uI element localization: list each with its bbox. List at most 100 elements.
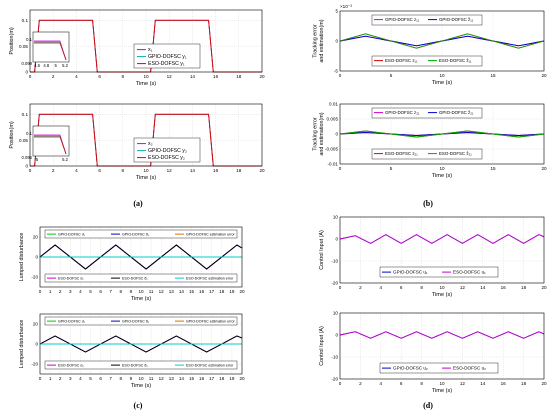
x-tick-label: 2 (359, 285, 362, 290)
chart-c2: 0 1 2 3 4 5 6 7 8 9 10 11 12 13 14 15 16 17 18 19 20-20020Ti… (19, 313, 245, 389)
chart-a2: 0 2 4 6 8 10 12 14 16 18 20 0 0.05 0.1 Time (s) Positio… (9, 103, 265, 181)
plot-frame (339, 216, 545, 284)
chart-c1: 0 1 2 3 4 5 6 7 8 9 10 11 12 13 14 15 16 17 18 19 20-20020Ti… (19, 226, 245, 302)
panel-label-a: (a) (133, 199, 143, 208)
x-tick-label: 6 (400, 285, 403, 290)
x-tick-label: 13 (169, 289, 175, 294)
y-axis-label: Lumped disturbance (19, 233, 25, 282)
x-tick-label: 14 (190, 74, 196, 79)
x-tick-label: 2 (359, 381, 362, 386)
x-tick-label: 18 (219, 289, 225, 294)
x-tick-label: 0 (339, 166, 342, 171)
y-axis-label: Position(m) (9, 121, 15, 148)
x-tick-label: 6 (98, 74, 101, 79)
x-tick-label: 10 (439, 285, 445, 290)
chart-d2: 0 2 4 6 8 10 12 14 16 18 20 -20 -10 0 10 Time (s) Contro… (319, 311, 547, 394)
legend-label: ESO-DOFSC u₂ (453, 366, 486, 371)
x-axis-label: Time (s) (432, 80, 452, 86)
series-line (39, 244, 243, 270)
plot-frame (39, 226, 243, 288)
x-tick-label: 12 (460, 381, 466, 386)
panel-label-b: (b) (423, 199, 433, 208)
legend-label: ESO-DOFSC ẑ₁₁ (439, 58, 472, 63)
x-tick-label: 18 (236, 168, 242, 173)
x-tick-label: 18 (236, 74, 242, 79)
legend-label: ESO-DOFSC d̂₂ (122, 364, 148, 368)
x-tick-label: 10 (439, 381, 445, 386)
x-tick-label: 15 (189, 289, 195, 294)
x-tick-label: 6 (400, 381, 403, 386)
legend-label: GPIO-DOFSC y₁ (148, 54, 187, 60)
y-tick-label: 0 (25, 164, 28, 169)
legend-label: ESO-DOFSC d̂₁ (122, 277, 148, 281)
y-tick-label: -0.01 (328, 162, 339, 167)
y-tick-label: -20 (31, 362, 38, 367)
x-tick-label: 4 (380, 285, 383, 290)
y-tick-label: 0.005 (327, 117, 339, 122)
x-tick-label: 18 (521, 285, 527, 290)
y-tick-label: 0 (335, 237, 338, 242)
x-tick-label: 19 (229, 289, 235, 294)
x-axis-label: Time (s) (432, 388, 452, 394)
legend-label: ESO-DOFSC z₁₁ (385, 58, 418, 63)
legend-label: GPIO-DOFSC d₁ (58, 233, 86, 237)
legend-box (44, 273, 238, 283)
x-tick-label: 2 (59, 376, 62, 381)
x-tick-label: 10 (439, 166, 445, 171)
x-tick-label: 14 (480, 381, 486, 386)
inset-x-tick-label: 5 (54, 63, 57, 68)
x-tick-label: 18 (521, 381, 527, 386)
y-tick-label: 0 (35, 342, 38, 347)
y-tick-label: -20 (331, 281, 338, 286)
legend-label: ESO-DOFSC u₁ (453, 270, 486, 275)
legend-label: ESO-DOFSC estimation error (186, 364, 234, 368)
legend-label: GPIO-DOFSC z₂₁ (385, 110, 420, 115)
y-tick-label: 5 (335, 9, 338, 14)
y-axis-label: Control Input (A) (319, 230, 325, 270)
inset-x-tick-label: 4.8 (43, 63, 49, 68)
legend-label: ESO-DOFSC y₁ (148, 61, 185, 67)
y-tick-label: 0 (35, 255, 38, 260)
y-tick-label: 0 (25, 70, 28, 75)
x-tick-label: 18 (219, 376, 225, 381)
x-tick-label: 14 (480, 285, 486, 290)
panel-label-c: (c) (134, 401, 143, 410)
legend-label: GPIO-DOFSC d₂ (58, 320, 86, 324)
x-tick-label: 7 (109, 289, 112, 294)
inset-series-line (34, 136, 67, 155)
x-tick-label: 4 (380, 381, 383, 386)
x-axis-label: Time (s) (131, 383, 151, 389)
legend-label: ESO-DOFSC z₂₁ (385, 151, 418, 156)
series-line (339, 331, 545, 339)
y-axis-label: and estimation(m) (319, 112, 325, 155)
x-tick-label: 16 (501, 285, 507, 290)
x-tick-label: 14 (190, 168, 196, 173)
x-tick-label: 2 (59, 289, 62, 294)
x-tick-label: 10 (138, 289, 144, 294)
x-tick-label: 5 (89, 376, 92, 381)
legend-label: ESO-DOFSC y₂ (148, 155, 185, 161)
x-tick-label: 2 (52, 74, 55, 79)
x-axis-label: Time (s) (136, 81, 156, 87)
x-tick-label: 0 (339, 73, 342, 78)
x-tick-label: 20 (541, 381, 547, 386)
y-tick-label: 0.05 (19, 138, 28, 143)
x-tick-label: 3 (69, 376, 72, 381)
x-tick-label: 4 (79, 289, 82, 294)
legend-box (371, 14, 483, 26)
inset-x-tick-label: 4.6 (34, 63, 40, 68)
inset-series-line (34, 42, 67, 61)
x-tick-label: 17 (209, 376, 215, 381)
x-tick-label: 0 (29, 168, 32, 173)
x-tick-label: 3 (69, 289, 72, 294)
legend-label: GPIO-DOFSC estimation error (186, 320, 236, 324)
inset-x-tick-label: 5.2 (62, 63, 68, 68)
x-tick-label: 10 (439, 73, 445, 78)
x-tick-label: 15 (490, 166, 496, 171)
inset-y-tick-label: 0.1 (26, 131, 32, 136)
x-tick-label: 8 (420, 285, 423, 290)
y-tick-label: -10 (331, 259, 338, 264)
y-axis-label: Tracking error (313, 117, 319, 151)
x-tick-label: 20 (239, 289, 245, 294)
